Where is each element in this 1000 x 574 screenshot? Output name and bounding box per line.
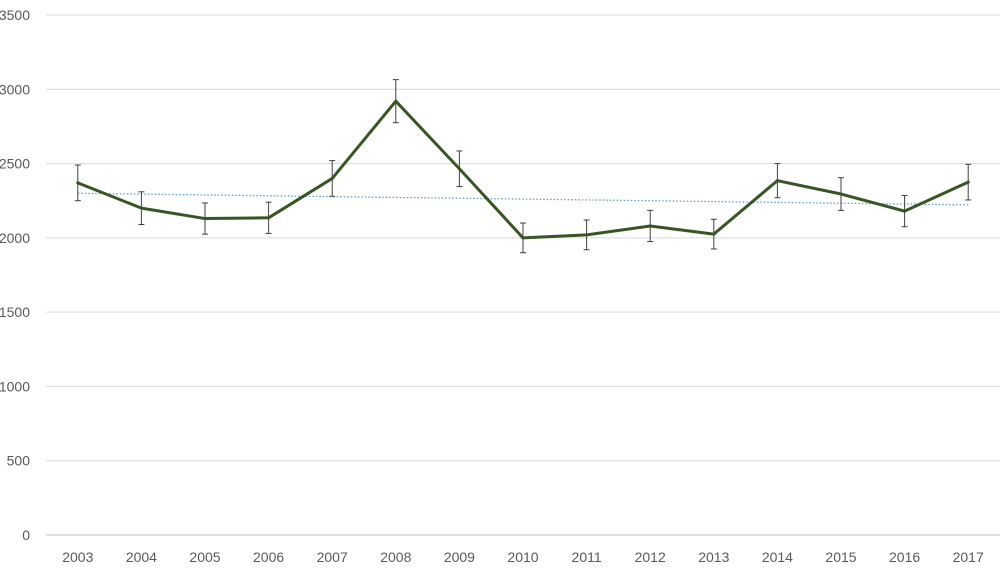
data-point	[839, 192, 843, 196]
data-point	[585, 233, 589, 237]
x-tick-label: 2013	[698, 549, 729, 565]
data-point	[903, 209, 907, 213]
x-tick-label: 2006	[253, 549, 284, 565]
y-tick-label: 1000	[0, 378, 30, 394]
y-tick-label: 3000	[0, 81, 30, 97]
series-group	[76, 99, 970, 240]
data-point	[139, 206, 143, 210]
y-tick-label: 2000	[0, 230, 30, 246]
x-tick-label: 2008	[380, 549, 411, 565]
data-point	[76, 181, 80, 185]
y-tick-label: 0	[22, 527, 30, 543]
x-tick-label: 2014	[762, 549, 793, 565]
data-point	[457, 167, 461, 171]
x-tick-label: 2009	[444, 549, 475, 565]
data-point	[775, 179, 779, 183]
y-tick-label: 1500	[0, 304, 30, 320]
x-tick-label: 2003	[62, 549, 93, 565]
x-tick-label: 2017	[953, 549, 984, 565]
x-tick-label: 2004	[126, 549, 157, 565]
gridlines	[46, 14, 1000, 462]
y-tick-label: 2500	[0, 156, 30, 172]
data-point	[648, 224, 652, 228]
data-point	[521, 236, 525, 240]
trendline	[77, 192, 969, 206]
x-axis-ticks: 2003 2004 2005 2006 2007 2008 2009 2010 2011 2012…	[62, 549, 984, 565]
data-point	[203, 217, 207, 221]
series-line	[76, 99, 970, 240]
data-point	[330, 176, 334, 180]
data-point	[712, 232, 716, 236]
x-tick-label: 2010	[507, 549, 538, 565]
data-point	[267, 216, 271, 220]
x-tick-label: 2015	[825, 549, 856, 565]
data-point	[966, 180, 970, 184]
x-tick-label: 2005	[189, 549, 220, 565]
trendline-group	[77, 192, 969, 206]
x-tick-label: 2016	[889, 549, 920, 565]
data-point	[394, 99, 398, 103]
error-bars	[74, 79, 972, 254]
y-axis-ticks: 0 500 1000 1500 2000 2500 3000 3500	[0, 7, 30, 543]
y-tick-label: 500	[7, 453, 31, 469]
y-tick-label: 3500	[0, 7, 30, 23]
x-tick-label: 2011	[572, 549, 602, 565]
x-tick-label: 2007	[317, 549, 348, 565]
x-tick-label: 2012	[635, 549, 666, 565]
